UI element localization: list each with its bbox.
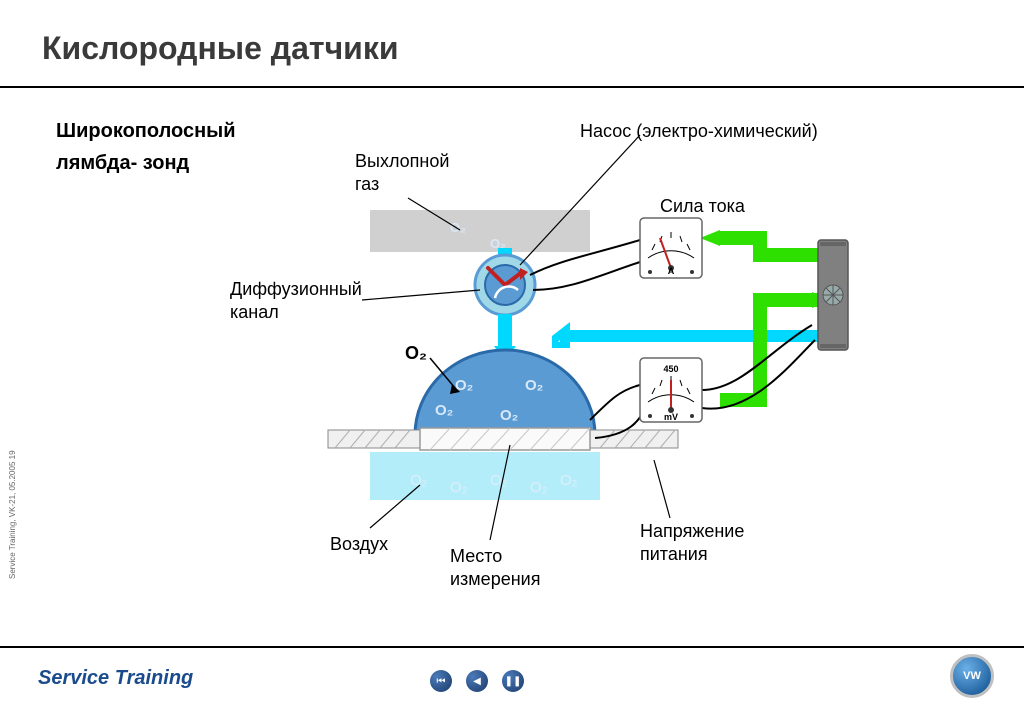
o2-a3: O₂ — [490, 472, 508, 489]
o2-exhaust1: O₂ — [450, 220, 466, 235]
nav-pause-icon[interactable]: ❚❚ — [502, 670, 524, 692]
control-box — [818, 240, 848, 350]
o2-d3: O₂ — [435, 402, 453, 419]
o2-d4: O₂ — [500, 407, 518, 424]
nav-prev-icon[interactable]: ◀ — [466, 670, 488, 692]
o2-a5: O₂ — [560, 472, 578, 489]
o2-d2: O₂ — [525, 377, 543, 394]
slide: Кислородные датчики Широкополосный лямбд… — [0, 0, 1024, 708]
leader-voltage — [654, 460, 670, 518]
o2-a4: O₂ — [530, 479, 548, 496]
leader-diffusion — [362, 290, 480, 300]
side-meta: Service Training, VK-21, 05.2005 19 — [8, 450, 17, 579]
o2-a2: O₂ — [450, 479, 468, 496]
ammeter-unit: A — [668, 266, 675, 276]
wire-volt-1 — [590, 385, 640, 420]
cyan-down — [498, 314, 512, 348]
tube-center — [420, 428, 590, 450]
page-title: Кислородные датчики — [42, 30, 399, 67]
green-arrow-left — [700, 230, 720, 246]
voltmeter: 450 mV — [640, 358, 702, 422]
vw-logo-icon: VW — [950, 654, 994, 698]
divider-bottom — [0, 646, 1024, 648]
cyan-return — [560, 330, 820, 342]
voltmeter-unit: mV — [664, 412, 678, 422]
nav-buttons: ⏮ ◀ ❚❚ — [430, 670, 524, 692]
green-top — [720, 238, 820, 255]
divider-top — [0, 86, 1024, 88]
sensor-dome — [415, 350, 595, 438]
diagram: O₂ O₂ O₂ O₂ O₂ O₂ — [0, 90, 1024, 620]
voltmeter-value: 450 — [663, 364, 678, 374]
footer-brand: Service Training — [38, 667, 193, 690]
nav-first-icon[interactable]: ⏮ — [430, 670, 452, 692]
exhaust-band — [370, 210, 590, 252]
ammeter: A — [640, 218, 702, 278]
